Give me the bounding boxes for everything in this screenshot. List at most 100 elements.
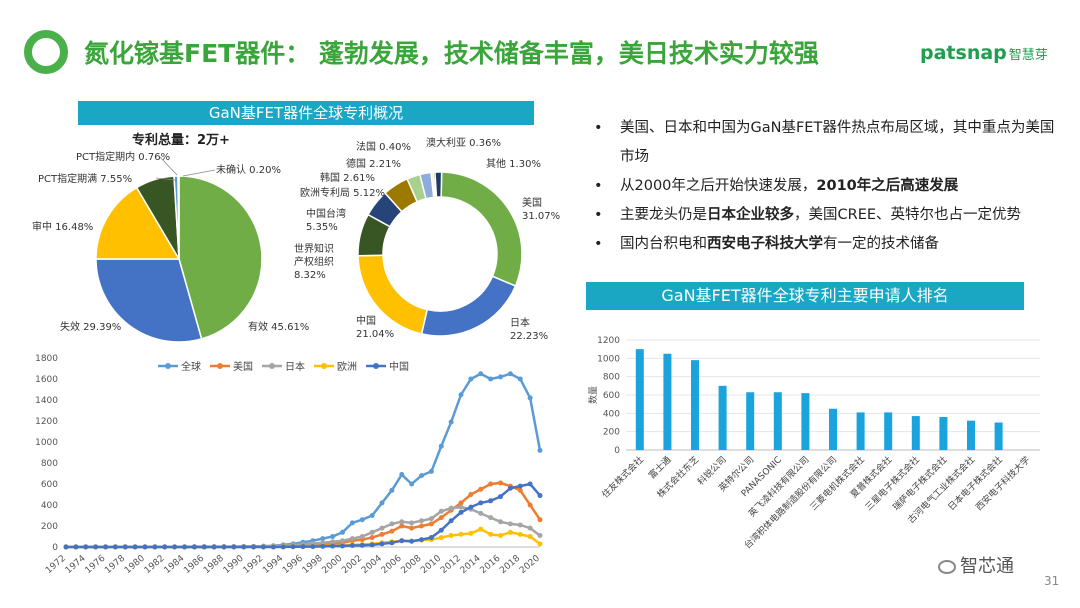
series-point — [399, 523, 405, 529]
pie-slice — [95, 258, 203, 343]
legend-marker — [321, 363, 327, 369]
series-point — [438, 515, 444, 521]
series-point — [478, 500, 484, 506]
bar — [773, 392, 782, 450]
x-tick-label: 1972 — [44, 554, 68, 576]
series-point — [270, 544, 276, 550]
series-point — [537, 493, 543, 499]
series-point — [290, 544, 296, 550]
series-point — [438, 443, 444, 449]
series-point — [379, 531, 385, 537]
series-point — [300, 544, 306, 550]
series-point — [280, 544, 286, 550]
series-point — [191, 544, 197, 550]
donut-label-line: 日本 — [510, 316, 530, 329]
x-tick-label: 2014 — [459, 553, 483, 576]
series-point — [537, 532, 543, 538]
series-point — [468, 530, 474, 536]
series-point — [389, 540, 395, 546]
series-point — [359, 534, 365, 539]
series-point — [112, 544, 118, 550]
donut-label-line: 美国 — [522, 196, 542, 209]
pie-label: PCT指定期内 0.76% — [76, 150, 170, 163]
bullet-emphasis: 西安电子科技大学 — [707, 236, 823, 252]
summary-bullets: 美国、日本和中国为GaN基FET器件热点布局区域，其中重点为美国市场从2000年… — [590, 114, 1060, 259]
x-tick-label: 1998 — [301, 553, 325, 576]
y-tick-label: 1800 — [35, 354, 58, 364]
series-point — [517, 522, 523, 528]
donut-label-line: 产权组织 — [294, 255, 334, 268]
donut-label: 日本 22.23% — [510, 316, 548, 342]
pie-label: 未确认 0.20% — [216, 163, 281, 176]
x-tick-label: 1994 — [261, 553, 285, 576]
bar — [884, 412, 893, 450]
y-tick-label: 1200 — [597, 336, 620, 346]
series-point — [409, 520, 415, 526]
series-point — [251, 544, 257, 550]
series-point — [517, 487, 523, 493]
bar — [939, 417, 948, 450]
series-point — [478, 371, 484, 377]
series-point — [478, 510, 484, 516]
x-tick-label: 1984 — [162, 553, 186, 576]
series-point — [369, 513, 375, 518]
series-point — [359, 542, 365, 548]
series-point — [428, 535, 434, 541]
donut-label: 韩国 2.61% — [320, 171, 375, 184]
series-point — [419, 473, 424, 479]
donut-label-line: 欧洲专利局 5.12% — [300, 186, 385, 199]
series-point — [438, 508, 444, 514]
bar — [994, 422, 1003, 450]
series-point — [507, 371, 513, 377]
series-point — [458, 500, 464, 506]
series-point — [142, 544, 148, 550]
series-point — [438, 527, 444, 533]
leader-line — [182, 169, 216, 177]
series-point — [478, 526, 484, 532]
series-line — [66, 372, 542, 549]
x-tick-label: 1976 — [83, 553, 107, 576]
x-tick-label: 1978 — [103, 553, 127, 576]
series-point — [379, 541, 385, 547]
x-tick-label: 1992 — [241, 554, 265, 576]
donut-label: 欧洲专利局 5.12% — [300, 186, 385, 199]
series-point — [63, 544, 69, 550]
series-point — [419, 537, 424, 543]
series-point — [488, 376, 494, 382]
legend-label: 美国 — [233, 360, 253, 373]
x-tick-label: 2012 — [439, 554, 463, 576]
series-point — [241, 544, 247, 550]
x-tick-label: 2018 — [498, 553, 522, 576]
bullet-item: 美国、日本和中国为GaN基FET器件热点布局区域，其中重点为美国市场 — [590, 114, 1060, 172]
x-tick-label: 2008 — [399, 553, 423, 576]
pie-label: PCT指定期满 7.55% — [38, 172, 132, 185]
category-label: 住友株式会社 — [599, 454, 646, 501]
series-point — [458, 504, 464, 510]
donut-slice — [440, 171, 523, 288]
x-tick-label: 2004 — [360, 553, 384, 576]
series-point — [409, 538, 415, 544]
x-tick-label: 1986 — [182, 553, 206, 576]
series-point — [182, 544, 187, 550]
bar — [691, 360, 699, 450]
series-point — [527, 534, 533, 539]
bar — [911, 416, 920, 450]
y-tick-label: 800 — [603, 373, 620, 383]
x-tick-label: 1996 — [281, 553, 305, 576]
series-point — [359, 517, 365, 523]
series-point — [369, 529, 375, 535]
series-line — [66, 481, 542, 549]
series-point — [498, 494, 503, 500]
series-point — [349, 543, 355, 549]
pie-label: 审中 16.48% — [32, 220, 93, 233]
series-point — [330, 539, 336, 545]
bullet-item: 从2000年之后开始快速发展，2010年之后高速发展 — [590, 172, 1060, 201]
pie-slice — [95, 186, 181, 260]
bar — [718, 385, 727, 450]
series-point — [448, 505, 454, 511]
bullet-item: 国内台积电和西安电子科技大学有一定的技术储备 — [590, 230, 1060, 259]
series-point — [369, 542, 375, 548]
series-point — [172, 544, 178, 550]
series-point — [389, 521, 395, 527]
